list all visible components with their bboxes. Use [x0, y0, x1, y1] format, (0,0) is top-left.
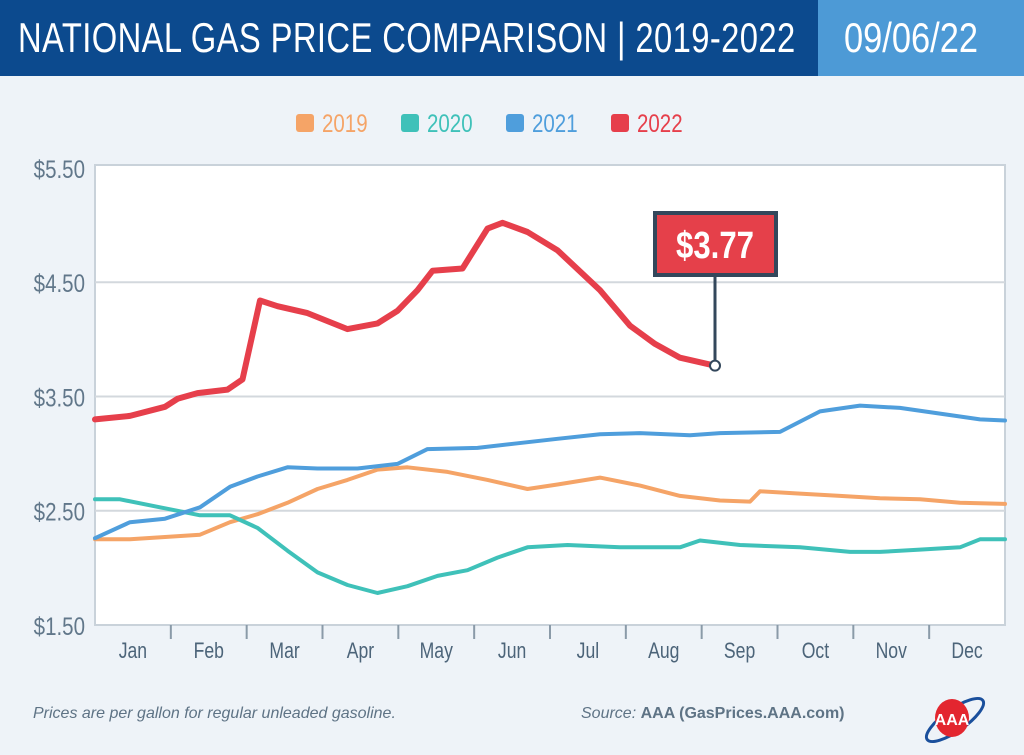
callout-box [653, 211, 778, 277]
svg-text:AAA: AAA [935, 712, 970, 729]
source-note: Source: AAA (GasPrices.AAA.com) [581, 705, 845, 723]
legend-label-2019: 2019 [322, 109, 368, 137]
source-label: Source: [581, 705, 637, 722]
x-tick-label: Jan [119, 639, 147, 663]
x-tick-label: Sep [724, 639, 755, 663]
x-tick-label: May [420, 639, 453, 663]
legend-swatch-2020 [401, 114, 419, 132]
x-tick-label: Jul [577, 639, 599, 663]
y-tick-label: $4.50 [34, 269, 85, 297]
y-tick-label: $3.50 [34, 384, 85, 412]
plot-area [94, 164, 1006, 626]
report-date: 09/06/22 [844, 14, 979, 61]
page-title: NATIONAL GAS PRICE COMPARISON | 2019-202… [18, 14, 796, 61]
x-tick-label: Mar [269, 639, 300, 663]
aaa-logo: AAA [924, 697, 986, 743]
legend-swatch-2019 [296, 114, 314, 132]
legend-label-2022: 2022 [637, 109, 683, 137]
y-tick-label: $2.50 [34, 498, 85, 526]
legend-label-2020: 2020 [427, 109, 473, 137]
x-tick-label: Apr [347, 639, 375, 663]
x-tick-label: Feb [194, 639, 224, 663]
source-text: AAA (GasPrices.AAA.com) [640, 705, 845, 722]
header-bar: NATIONAL GAS PRICE COMPARISON | 2019-202… [0, 0, 818, 76]
legend-swatch-2022 [611, 114, 629, 132]
callout-label: $3.77 [676, 225, 754, 267]
footnote: Prices are per gallon for regular unlead… [33, 705, 396, 722]
y-tick-label: $5.50 [34, 155, 85, 183]
x-tick-label: Oct [802, 639, 830, 663]
x-tick-label: Nov [876, 639, 907, 663]
x-tick-label: Dec [951, 639, 982, 663]
legend-swatch-2021 [506, 114, 524, 132]
x-tick-label: Aug [648, 639, 679, 663]
callout-marker [709, 359, 721, 372]
legend-label-2021: 2021 [532, 109, 578, 137]
date-box: 09/06/22 [818, 0, 1024, 76]
x-tick-label: Jun [498, 639, 526, 663]
y-tick-label: $1.50 [34, 612, 85, 640]
